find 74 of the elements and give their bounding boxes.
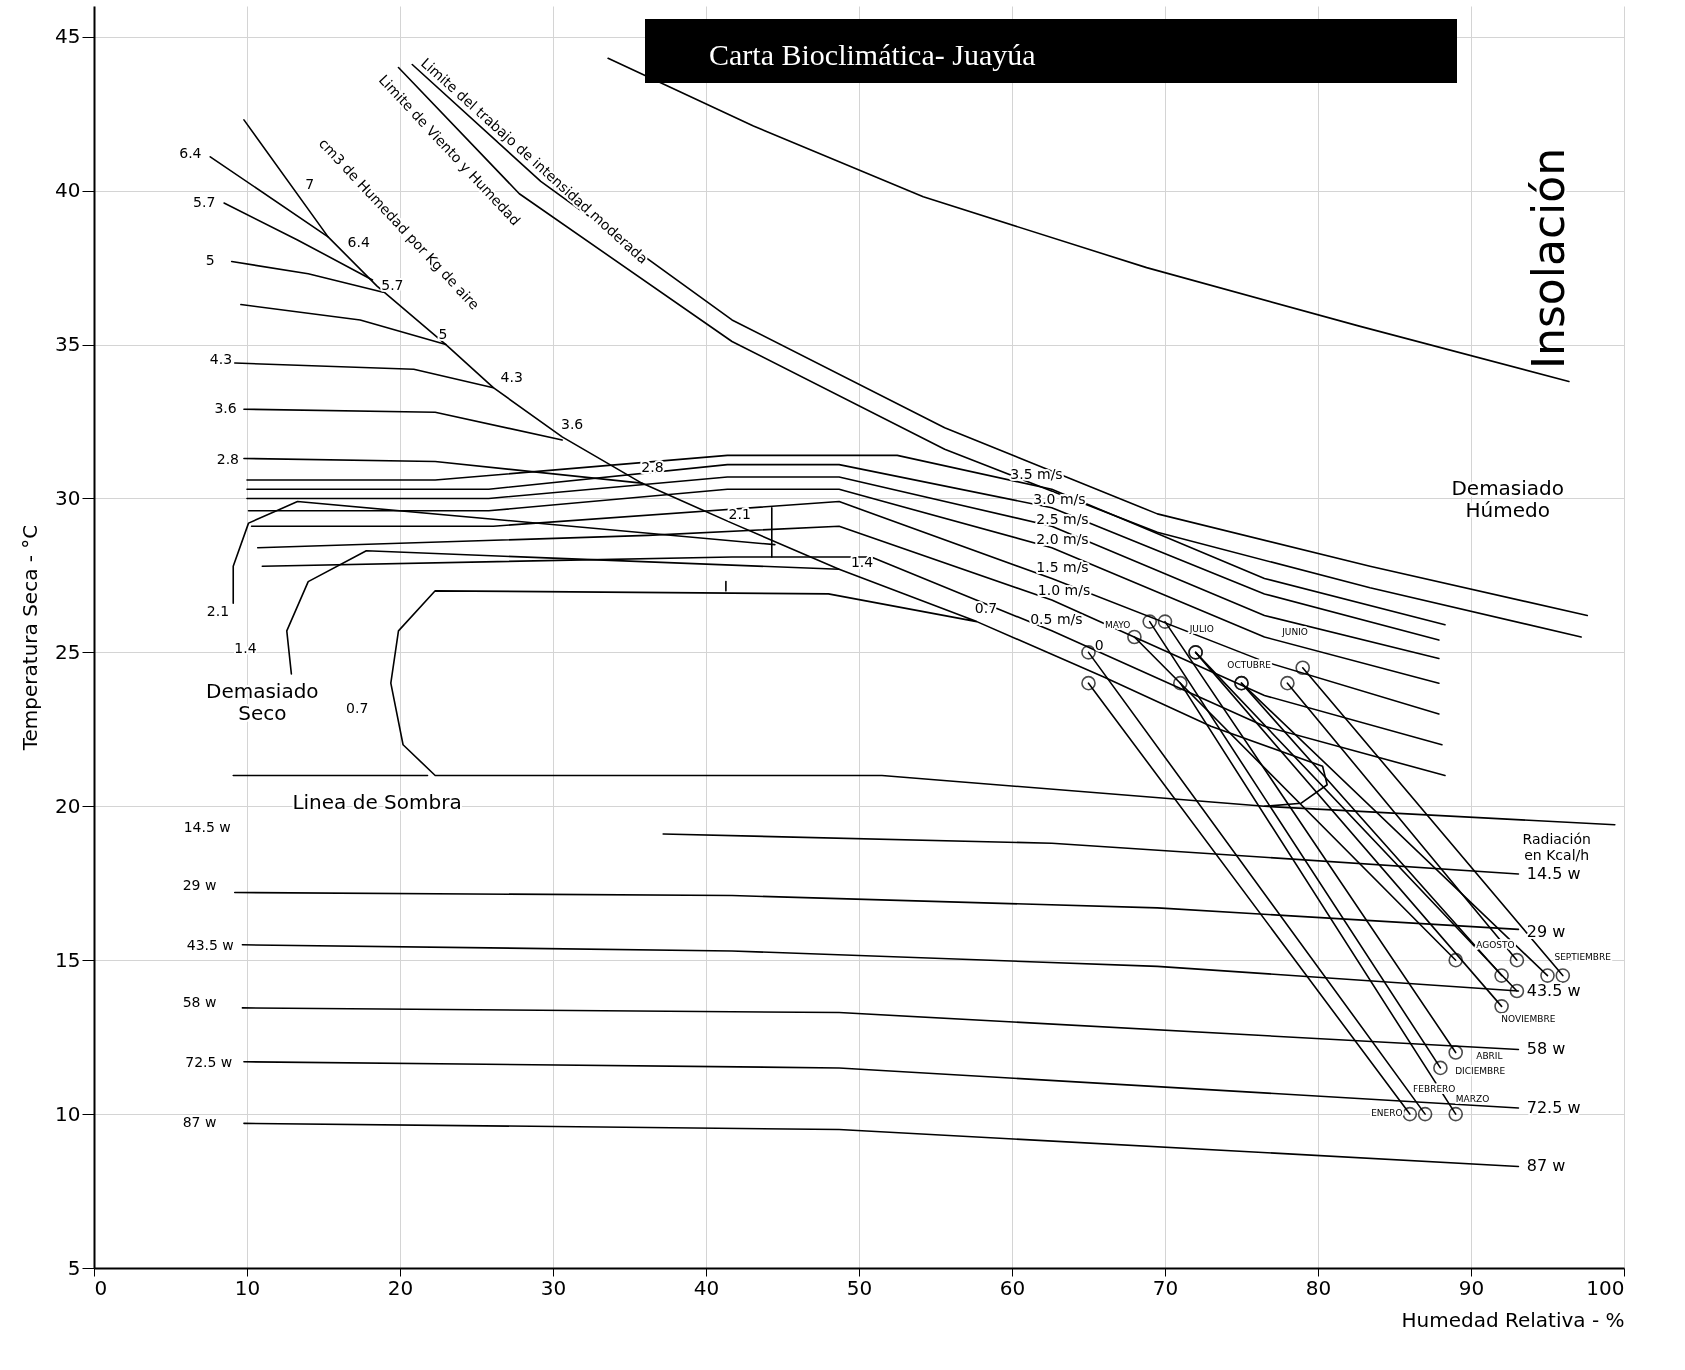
annotation: 29 w	[1526, 922, 1566, 942]
y-tick-label: 10	[55, 1101, 81, 1126]
annotation: Insolación	[1522, 147, 1574, 369]
y-tick-label: 35	[55, 332, 81, 357]
title-banner: Carta Bioclimática- Juayúa	[645, 19, 1457, 83]
annotation: 72.5 w	[1526, 1097, 1581, 1117]
annotation: 14.5 w	[1526, 864, 1581, 884]
annotation: 0.7	[346, 700, 369, 717]
annotation: 1.4	[850, 554, 874, 571]
annotation: 2.1	[728, 506, 751, 523]
annotation: 0	[1094, 637, 1104, 654]
x-axis-title: Humedad Relativa - %	[1401, 1307, 1625, 1332]
annotation: 43.5 w	[186, 937, 234, 954]
x-tick-label: 100	[1586, 1275, 1625, 1300]
annotation: JUNIO	[1281, 627, 1308, 638]
annotation: ENERO	[1371, 1107, 1403, 1118]
annotation: 58 w	[182, 994, 217, 1011]
annotation: Demasiado Húmedo	[1451, 476, 1565, 523]
x-tick-label: 50	[846, 1275, 873, 1300]
annotation: Radiación en Kcal/h	[1522, 831, 1591, 864]
y-tick-label: 5	[67, 1255, 81, 1280]
annotation: NOVIEMBRE	[1501, 1013, 1556, 1024]
annotation: JULIO	[1188, 624, 1214, 635]
annotation: Linea de Sombra	[292, 790, 462, 815]
x-tick-label: 80	[1305, 1275, 1332, 1300]
x-tick-label: 60	[999, 1275, 1026, 1300]
annotation: 29 w	[182, 877, 217, 894]
annotation: 4.3	[209, 350, 233, 367]
x-tick-label: 40	[693, 1275, 720, 1300]
annotation: 0.7	[974, 600, 998, 617]
y-tick-label: 25	[55, 639, 81, 664]
y-axis-title: Temperatura Seca - °C	[18, 524, 43, 752]
annotation: SEPTIEMBRE	[1554, 952, 1612, 963]
annotation: 14.5 w	[183, 818, 231, 835]
annotation: 3.6	[560, 415, 584, 432]
annotation: 72.5 w	[185, 1054, 233, 1071]
annotation: 1.5 m/s	[1036, 558, 1089, 575]
x-tick-label: 30	[540, 1275, 567, 1300]
annotation: 87 w	[182, 1114, 217, 1131]
x-tick-label: 20	[387, 1275, 414, 1300]
annotation: 43.5 w	[1526, 980, 1581, 1000]
annotation: 2.8	[641, 458, 664, 475]
x-tick-label: 90	[1458, 1275, 1485, 1300]
annotation: 87 w	[1526, 1156, 1566, 1176]
annotation: 2.0 m/s	[1036, 531, 1089, 548]
annotation: MARZO	[1455, 1093, 1490, 1104]
annotation: 1.4	[234, 640, 257, 657]
x-tick-label: 10	[234, 1275, 261, 1300]
annotation: Demasiado Seco	[206, 679, 319, 726]
annotation: MAYO	[1104, 619, 1131, 630]
annotation: 0.5 m/s	[1030, 611, 1083, 628]
x-tick-label: 0	[94, 1275, 108, 1300]
annotation: 7	[305, 175, 315, 192]
annotation: 3.6	[214, 400, 237, 417]
annotation: 58 w	[1526, 1039, 1566, 1059]
annotation: 5.7	[381, 277, 404, 294]
annotation: 5	[438, 326, 448, 343]
annotation: 4.3	[500, 369, 523, 386]
y-tick-label: 40	[55, 178, 81, 203]
annotation: 2.8	[216, 451, 240, 468]
y-tick-label: 45	[55, 24, 81, 49]
annotation: 3.5 m/s	[1010, 466, 1063, 483]
annotation: 6.4	[347, 234, 370, 251]
annotation: 6.4	[179, 144, 202, 161]
annotation: 5.7	[193, 194, 216, 210]
annotation: 5	[205, 252, 215, 269]
annotation: DICIEMBRE	[1455, 1066, 1506, 1076]
y-tick-label: 15	[55, 947, 81, 972]
annotation: ABRIL	[1476, 1050, 1503, 1061]
y-tick-label: 30	[55, 485, 81, 510]
x-tick-label: 70	[1152, 1275, 1179, 1300]
y-tick-label: 20	[55, 793, 81, 818]
annotation: 2.1	[206, 603, 230, 620]
annotation: OCTUBRE	[1227, 659, 1272, 670]
